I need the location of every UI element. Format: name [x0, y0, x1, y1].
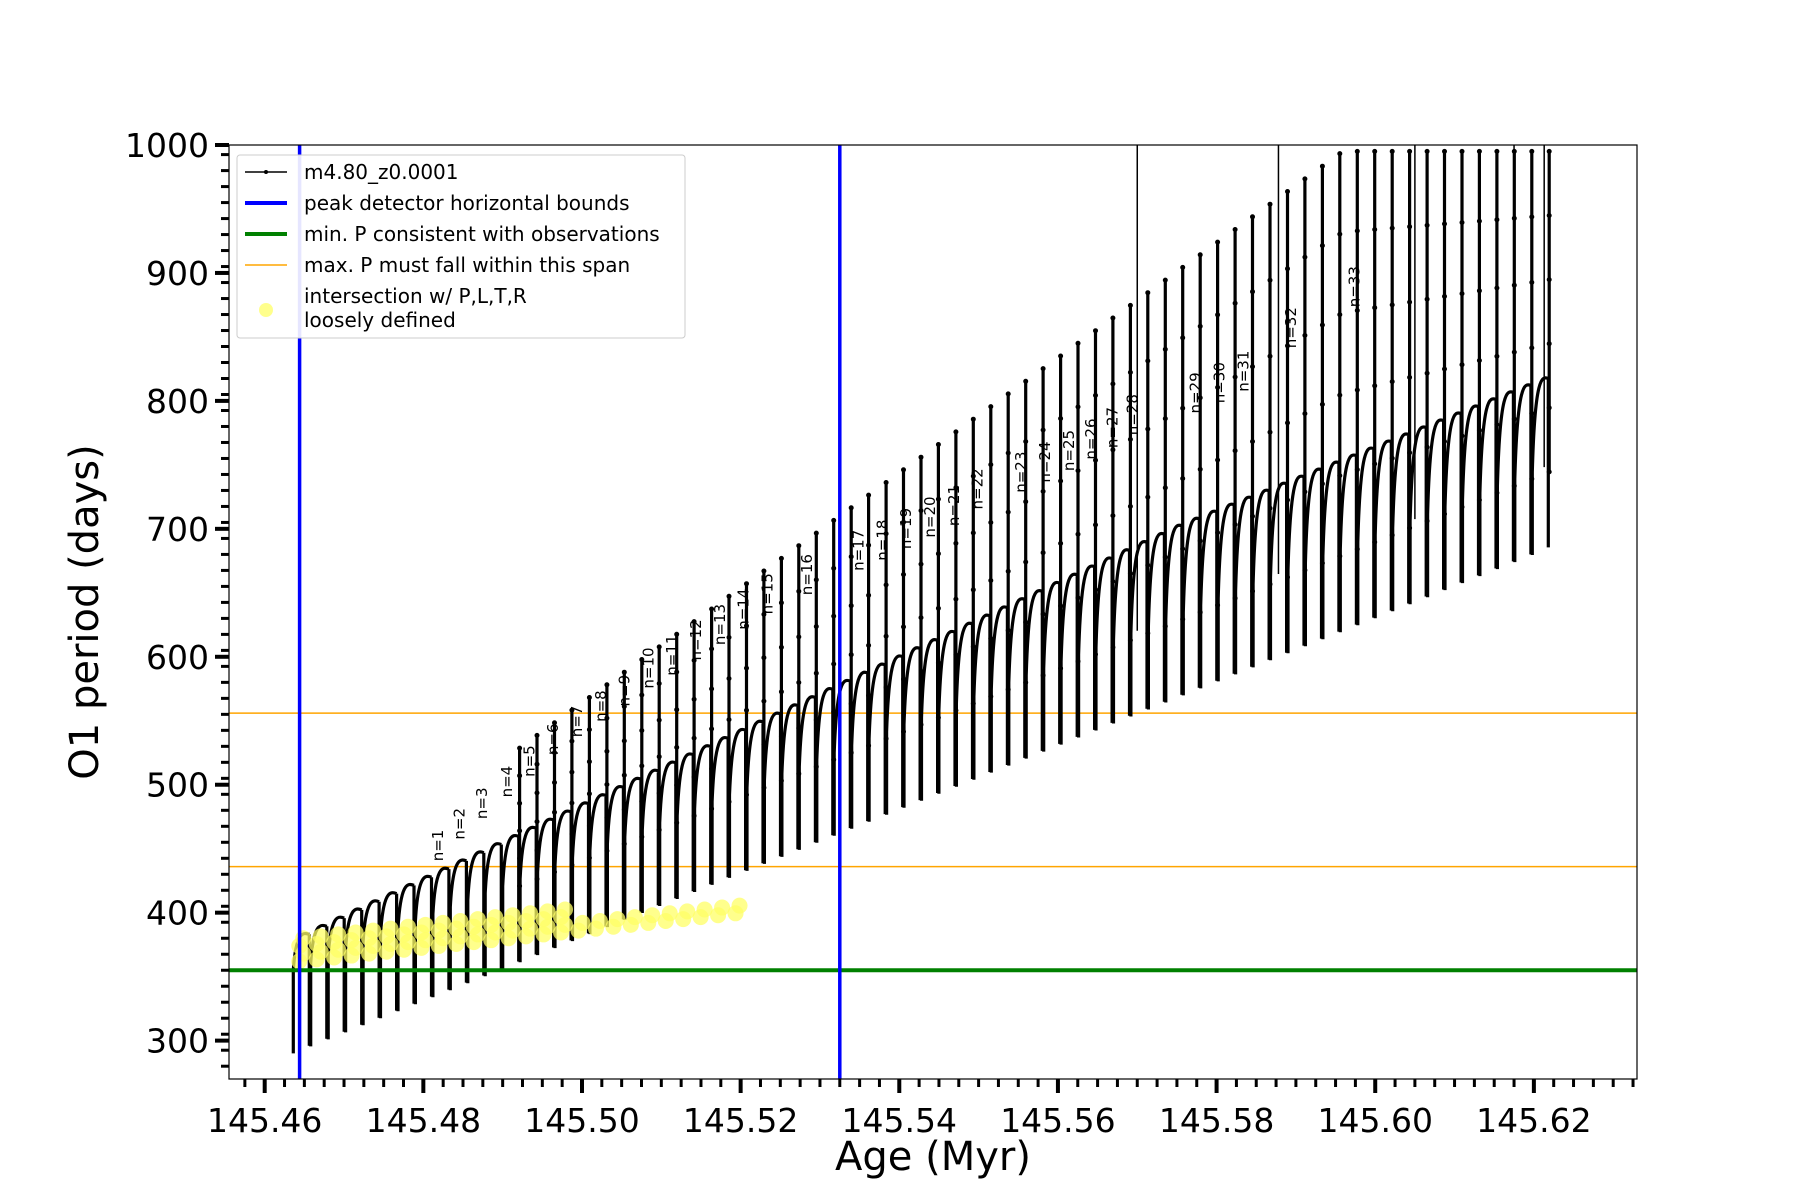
axes: 145.46 145.48 145.50 145.52 145.54 145.56 145.… — [125, 126, 1635, 1140]
legend-label: m4.80_z0.0001 — [304, 160, 459, 184]
loop-label: n=22 — [969, 468, 987, 509]
intersection-dot — [714, 899, 731, 916]
y-tick-label: 900 — [146, 254, 209, 293]
loop-label: n=15 — [758, 573, 776, 614]
loop-label: n=18 — [873, 520, 891, 561]
y-tick-label: 600 — [146, 638, 209, 677]
loop-label: n=30 — [1211, 362, 1229, 403]
intersection-dot — [626, 909, 643, 926]
loop-label: n=2 — [451, 808, 469, 840]
intersection-dot — [574, 914, 591, 931]
intersection-dot — [591, 912, 608, 929]
loop-label: n=33 — [1345, 266, 1363, 307]
intersection-dot — [330, 926, 347, 943]
intersection-dot — [539, 903, 556, 920]
intersection-dot — [469, 911, 486, 928]
y-tick-label: 1000 — [125, 126, 209, 165]
intersection-dot — [399, 918, 416, 935]
loop-label: n=8 — [592, 690, 610, 722]
intersection-dot — [312, 928, 329, 945]
intersection-dot — [434, 914, 451, 931]
legend-label: max. P must fall within this span — [304, 253, 630, 277]
intersection-dot — [609, 911, 626, 928]
loop-label: n=29 — [1187, 372, 1205, 413]
intersection-dot — [417, 916, 434, 933]
loop-label: n=23 — [1012, 452, 1030, 493]
y-tick-label: 400 — [146, 894, 209, 933]
loop-label: n=16 — [798, 554, 816, 595]
x-tick-label: 145.58 — [1159, 1101, 1274, 1140]
intersection-dot — [557, 901, 574, 918]
loop-label: n=5 — [520, 745, 538, 777]
series-m4.80-markers — [517, 148, 1552, 889]
intersection-dot — [522, 905, 539, 922]
intersection-dot — [452, 912, 469, 929]
loop-label: n=20 — [921, 496, 939, 537]
y-tick-label: 800 — [146, 382, 209, 421]
intersection-dot — [504, 907, 521, 924]
x-tick-label: 145.56 — [1000, 1101, 1115, 1140]
loop-label: n=26 — [1082, 418, 1100, 459]
intersection-dot — [487, 909, 504, 926]
plot-data — [229, 145, 1637, 1079]
loop-label: n=17 — [850, 530, 868, 571]
x-axis-label: Age (Myr) — [835, 1134, 1031, 1180]
x-tick-label: 145.46 — [207, 1101, 322, 1140]
loop-label: n=21 — [945, 485, 963, 526]
loop-label: n=19 — [897, 508, 915, 549]
x-tick-label: 145.54 — [842, 1101, 957, 1140]
legend-label: peak detector horizontal bounds — [304, 191, 630, 215]
intersection-dot — [644, 907, 661, 924]
intersection-dot — [661, 905, 678, 922]
loop-label: n=25 — [1060, 430, 1078, 471]
loop-label: n=13 — [711, 604, 729, 645]
y-tick-label: 700 — [146, 510, 209, 549]
plot-frame — [228, 144, 1638, 1080]
loop-label: n=9 — [616, 675, 634, 707]
legend-label: intersection w/ P,L,T,R — [304, 284, 527, 308]
x-tick-label: 145.48 — [366, 1101, 481, 1140]
x-tick-label: 145.52 — [683, 1101, 798, 1140]
loop-label: n=14 — [735, 589, 753, 630]
y-axis-label: O1 period (days) — [62, 444, 108, 779]
x-tick-label: 145.60 — [1317, 1101, 1432, 1140]
loop-label: n=24 — [1036, 441, 1054, 482]
intersection-dot — [365, 922, 382, 939]
annotations: n=1n=2n=3 n=4n=5 n=6 n=7 n=8 n=9 n=10 n=11 n=12 n… — [429, 266, 1363, 861]
loop-label: n=11 — [663, 635, 681, 676]
loop-label: n=27 — [1103, 407, 1121, 448]
legend-label: min. P consistent with observations — [304, 222, 660, 246]
loop-label: n=32 — [1282, 307, 1300, 348]
loop-label: n=28 — [1123, 394, 1141, 435]
x-tick-label: 145.62 — [1476, 1101, 1591, 1140]
loop-label: n=1 — [429, 830, 447, 862]
legend-box — [236, 154, 686, 339]
intersection-dot — [731, 897, 748, 914]
loop-label: n=31 — [1234, 351, 1252, 392]
loop-label: n=10 — [639, 647, 657, 688]
loop-label: n=4 — [498, 766, 516, 798]
loop-label: n=7 — [568, 706, 586, 738]
loop-label: n=3 — [473, 787, 491, 819]
loop-label: n=12 — [687, 619, 705, 660]
legend-swatch-marker — [264, 170, 268, 174]
intersection-dot — [679, 903, 696, 920]
x-tick-label: 145.50 — [524, 1101, 639, 1140]
legend-swatch-dot — [259, 303, 273, 317]
y-tick-label: 500 — [146, 766, 209, 805]
legend-label: loosely defined — [304, 308, 456, 332]
loop-label: n=6 — [544, 723, 562, 755]
intersection-dot — [696, 901, 713, 918]
intersection-dot — [382, 920, 399, 937]
intersection-dot — [347, 924, 364, 941]
y-tick-label: 300 — [146, 1022, 209, 1061]
